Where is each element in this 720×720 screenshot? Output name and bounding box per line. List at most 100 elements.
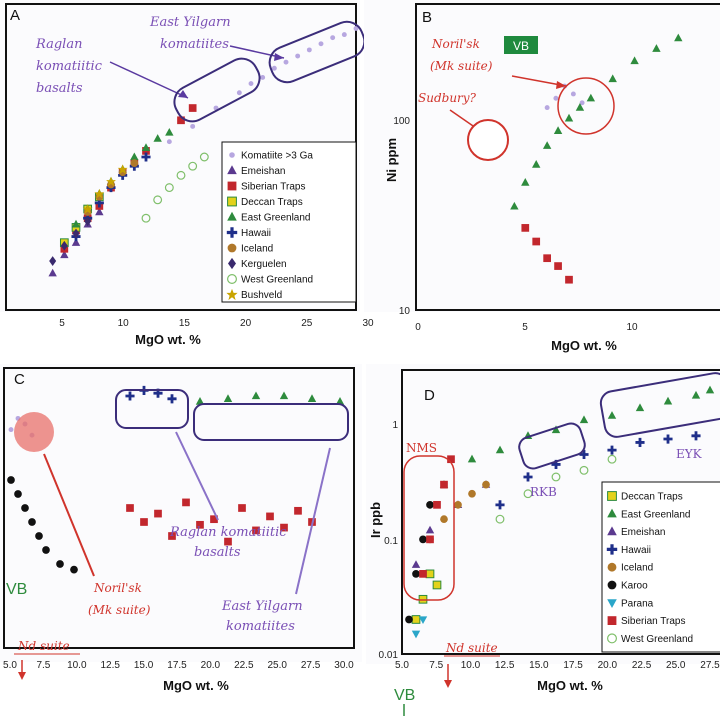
point-komatiite-3-ga: [236, 90, 242, 96]
point-hawaii: [607, 445, 617, 455]
x-tick-label: 7.5: [429, 660, 443, 671]
point-siberian-traps: [188, 104, 197, 112]
x-tick-label: 25: [301, 318, 313, 329]
annotation-east-yilgarn-c: East Yilgarn: [221, 599, 303, 614]
point-east-greenland: [165, 127, 174, 136]
legend-label: Hawaii: [241, 228, 271, 239]
point-emeishan: [48, 268, 57, 277]
point-komatiite-3-ga: [190, 123, 196, 129]
legend-marker: [607, 491, 617, 501]
x-ticks-b: 0 5 10: [415, 322, 638, 333]
point-hawaii: [495, 500, 505, 510]
point-emeishan: [95, 207, 104, 216]
point-bushveld: [117, 164, 128, 175]
legend-label: Siberian Traps: [621, 616, 685, 627]
legend-label: Kerguelen: [241, 259, 287, 270]
point-series-3: [266, 512, 274, 521]
point-east-greenland: [705, 385, 715, 394]
point-raglan-komatiitic-basalts: [167, 394, 177, 404]
point-emeishan: [60, 250, 69, 259]
point-series-2: [521, 178, 530, 186]
point-series-3: [532, 237, 541, 246]
point-east-greenland: [691, 390, 701, 399]
point-series-3: [168, 532, 176, 540]
point-series-4: [21, 504, 29, 512]
point-bushveld: [94, 188, 105, 199]
x-tick-label: 0: [415, 322, 421, 333]
legend-label: Emeishan: [621, 527, 665, 538]
legend-label: Emeishan: [241, 166, 285, 177]
point-series-3: [224, 537, 232, 546]
point-series-2: [608, 74, 617, 83]
outline-raglan-c: [115, 389, 189, 429]
point-east-yilgarn-komatiites: [335, 397, 345, 405]
outline-raglan-a: [173, 57, 261, 123]
legend-marker: [607, 526, 617, 536]
point-siberian-traps: [419, 570, 427, 578]
point-east-greenland: [607, 411, 617, 419]
annotation-norilsk-c: Noril'sk: [93, 581, 142, 595]
legend-marker: [607, 616, 617, 625]
scatter-points-b: [487, 33, 683, 284]
y-tick-b-100: 100: [393, 116, 410, 127]
x-tick-label: 22.5: [234, 660, 254, 671]
point-east-greenland: [495, 445, 505, 454]
panel-letter-b: B: [422, 9, 432, 26]
legend-label: Karoo: [621, 581, 648, 592]
legend-marker: [229, 152, 235, 158]
point-east-yilgarn-komatiites: [195, 397, 205, 405]
x-tick-label: 12.5: [100, 660, 120, 671]
annotation-komatiites: komatiites: [160, 37, 229, 52]
panel-c: C Raglan komatiitic basalts East Yilgarn…: [0, 364, 362, 693]
legend-label: East Greenland: [621, 509, 691, 520]
point-iceland: [482, 480, 490, 489]
point-east-yilgarn-komatiites: [251, 391, 261, 400]
annotation-nd-suite-c: Nd suite: [17, 639, 70, 653]
point-hawaii: [94, 198, 104, 208]
point-karoo: [405, 615, 413, 624]
arrow-raglan-head: [178, 90, 188, 98]
arrow-nd-suite-d-head: [444, 680, 452, 688]
point-hawaii: [551, 459, 561, 470]
x-ticks-a: 5 10 15 20 25 30: [59, 318, 374, 329]
x-tick-label: 27.5: [700, 660, 720, 671]
point-kerguelen: [60, 240, 68, 251]
point-east-greenland: [663, 396, 673, 405]
annotation-raglan: Raglan: [35, 37, 82, 52]
point-series-3: [238, 504, 246, 512]
point-komatiite-3-ga: [271, 65, 277, 71]
x-ticks-c: 5.0 7.5 10.0 12.5 15.0 17.5 20.0 22.5 25.0 27.5 30…: [3, 660, 354, 671]
x-tick-label: 20.0: [201, 660, 221, 671]
annotation-komatiitic: komatiitic: [36, 59, 103, 74]
panel-letter-d: D: [424, 387, 435, 404]
legend-marker: [607, 562, 617, 572]
point-iceland: [130, 159, 139, 167]
point-komatiite-3-ga: [341, 32, 347, 38]
point-series-2: [674, 33, 683, 42]
outline-rkb: [518, 422, 586, 470]
plot-frame-b: [415, 3, 720, 311]
arrow-sudbury: [449, 109, 477, 129]
point-east-greenland: [579, 415, 589, 424]
point-series-4: [70, 565, 78, 574]
point-raglan-komatiitic-basalts: [125, 391, 135, 401]
point-karoo: [419, 535, 427, 544]
x-tick-label: 30: [362, 318, 374, 329]
point-west-greenland: [176, 170, 186, 180]
annotation-mk-suite-c: (Mk suite): [88, 603, 151, 617]
point-noril-sk-mk-suite: [579, 100, 585, 106]
x-tick-label: 12.5: [495, 660, 515, 671]
x-tick-label: 25.0: [267, 660, 287, 671]
y-tick-d-0.01: 0.01: [379, 650, 399, 661]
annotation-komatiites-c: komatiites: [226, 619, 295, 634]
point-hawaii: [523, 472, 533, 482]
annotation-raglan-c: Raglan komatiitic: [169, 525, 287, 540]
point-series-3: [565, 275, 573, 284]
point-iceland: [468, 489, 476, 498]
point-east-greenland: [467, 454, 477, 463]
panel-letter-a: A: [10, 7, 20, 24]
point-west-greenland: [607, 454, 617, 464]
point-deccan-traps: [425, 569, 435, 579]
point-siberian-traps: [447, 455, 455, 464]
annotation-basalts-c: basalts: [194, 545, 241, 560]
